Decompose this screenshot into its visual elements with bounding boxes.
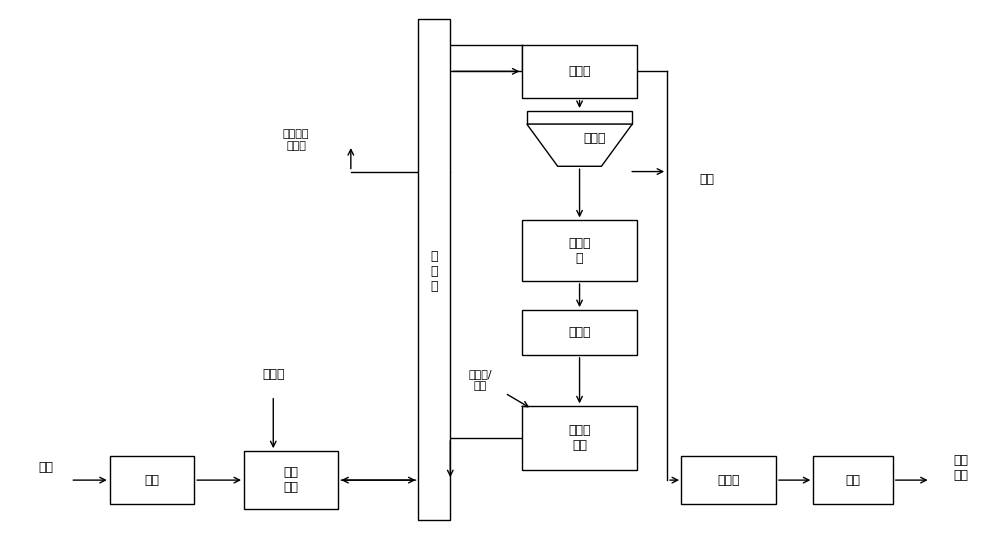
Bar [522, 220, 637, 281]
Bar [681, 456, 776, 504]
Text: 增湿混
合器: 增湿混 合器 [568, 424, 591, 452]
Text: 储料仓: 储料仓 [583, 132, 606, 146]
Text: 输送装
置: 输送装 置 [568, 237, 591, 265]
Polygon shape [527, 124, 632, 166]
Bar [522, 45, 637, 98]
Text: 灰库: 灰库 [699, 173, 714, 186]
Text: 反
应
器: 反 应 器 [431, 251, 438, 293]
Text: 洁净
烟气: 洁净 烟气 [953, 454, 968, 482]
Bar [244, 451, 338, 509]
Bar [418, 19, 450, 520]
Text: 工艺水/
蒸汽: 工艺水/ 蒸汽 [468, 369, 492, 391]
Bar [522, 310, 637, 355]
Text: 二级增湿
工艺水: 二级增湿 工艺水 [283, 129, 309, 151]
Text: 尾部
烟道: 尾部 烟道 [284, 466, 299, 494]
Text: 锅炉: 锅炉 [144, 474, 159, 487]
Text: 燃料: 燃料 [38, 462, 53, 474]
Text: 活化器: 活化器 [568, 326, 591, 339]
Bar [527, 111, 632, 124]
Bar [110, 456, 194, 504]
Text: 除尘器: 除尘器 [568, 65, 591, 78]
Text: 引风机: 引风机 [717, 474, 740, 487]
Bar [522, 406, 637, 470]
Bar [813, 456, 893, 504]
Text: 烟囱: 烟囱 [846, 474, 861, 487]
Text: 氧化剂: 氧化剂 [262, 368, 285, 381]
